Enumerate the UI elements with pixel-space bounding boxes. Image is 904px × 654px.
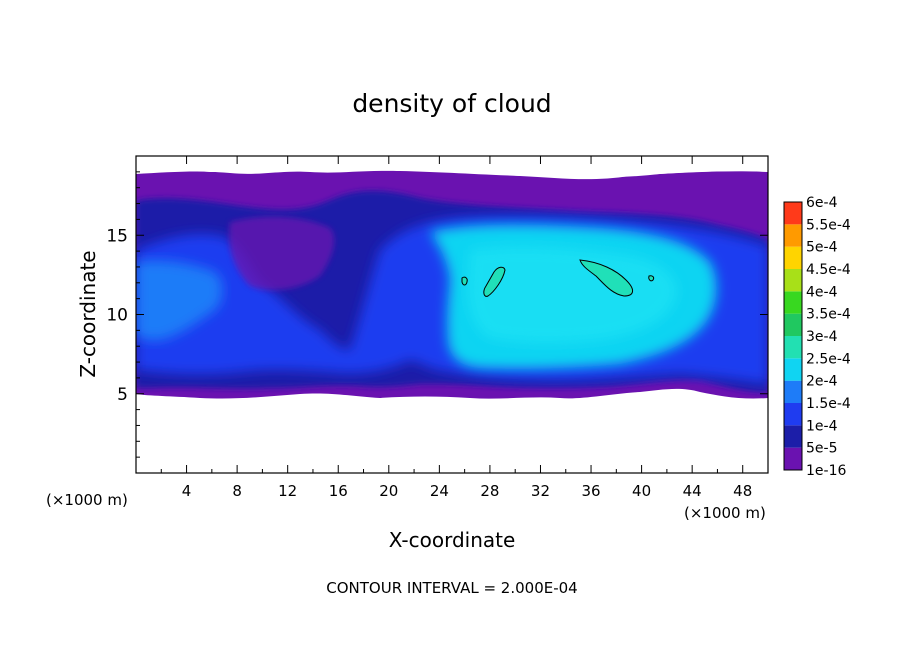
colorbar-swatch	[784, 202, 802, 225]
colorbar-label: 2e-4	[806, 374, 838, 390]
colorbar-label: 5.5e-4	[806, 217, 851, 233]
colorbar-swatch	[784, 313, 802, 336]
colorbar-swatch	[784, 246, 802, 269]
y-axis-label: Z-coordinate	[76, 250, 100, 377]
x-unit-right: (×1000 m)	[684, 504, 766, 522]
mixing-swirl	[229, 216, 335, 291]
colorbar-label: 3.5e-4	[806, 307, 851, 323]
y-tick-label: 10	[106, 306, 128, 326]
x-tick-label: 40	[632, 482, 651, 500]
x-tick-label: 28	[480, 482, 499, 500]
x-tick-label: 12	[278, 482, 297, 500]
x-tick-label: 36	[581, 482, 600, 500]
colorbar-swatch	[784, 336, 802, 359]
x-axis: 4 8 12 16 20 24 28 32 36 40 44 48	[160, 156, 752, 500]
y-tick-label: 5	[117, 385, 128, 405]
main-core-center	[467, 247, 677, 343]
contour-island	[648, 275, 655, 282]
colorbar-label: 3e-4	[806, 329, 838, 345]
colorbar: 1e-16 5e-5 1e-4 1.5e-4 2e-4 2.5e-4 3e-4 3.5e-4 4…	[783, 195, 851, 479]
x-unit-left: (×1000 m)	[46, 491, 128, 509]
x-tick-label: 44	[683, 482, 702, 500]
colorbar-swatch	[784, 291, 802, 314]
colorbar-label: 2.5e-4	[806, 351, 851, 367]
x-tick-label: 24	[430, 482, 449, 500]
x-tick-label: 32	[531, 482, 550, 500]
colorbar-swatch	[784, 269, 802, 292]
colorbar-label: 4e-4	[806, 284, 838, 300]
x-tick-label: 4	[182, 482, 192, 500]
west-core	[136, 260, 223, 341]
contour-interval-note: CONTOUR INTERVAL = 2.000E-04	[326, 579, 577, 597]
colorbar-swatch	[784, 380, 802, 403]
colorbar-swatch	[784, 224, 802, 247]
x-tick-label: 20	[379, 482, 398, 500]
colorbar-label: 5e-5	[806, 441, 837, 457]
contour-island	[461, 276, 468, 286]
colorbar-label: 6e-4	[806, 195, 838, 211]
y-axis: 5 10 15	[106, 171, 768, 458]
contour-field	[136, 156, 768, 473]
colorbar-label: 1e-16	[806, 463, 846, 479]
colorbar-swatch	[784, 358, 802, 381]
colorbar-label: 4.5e-4	[806, 262, 851, 278]
contour-island	[579, 259, 633, 297]
colorbar-swatch	[784, 447, 802, 470]
x-axis-label: X-coordinate	[389, 528, 516, 552]
colorbar-swatch	[784, 425, 802, 448]
x-tick-label: 16	[329, 482, 348, 500]
colorbar-swatch	[784, 403, 802, 426]
colorbar-label: 1.5e-4	[806, 396, 851, 412]
x-tick-label: 8	[232, 482, 242, 500]
x-tick-label: 48	[733, 482, 752, 500]
colorbar-label: 5e-4	[806, 240, 838, 256]
contour-island	[483, 266, 506, 297]
colorbar-label: 1e-4	[806, 418, 838, 434]
clear-gap	[136, 400, 768, 473]
clear-gap	[136, 156, 768, 177]
chart-title: density of cloud	[352, 89, 551, 118]
colorbar-frame	[783, 201, 803, 471]
y-tick-label: 15	[106, 226, 128, 246]
